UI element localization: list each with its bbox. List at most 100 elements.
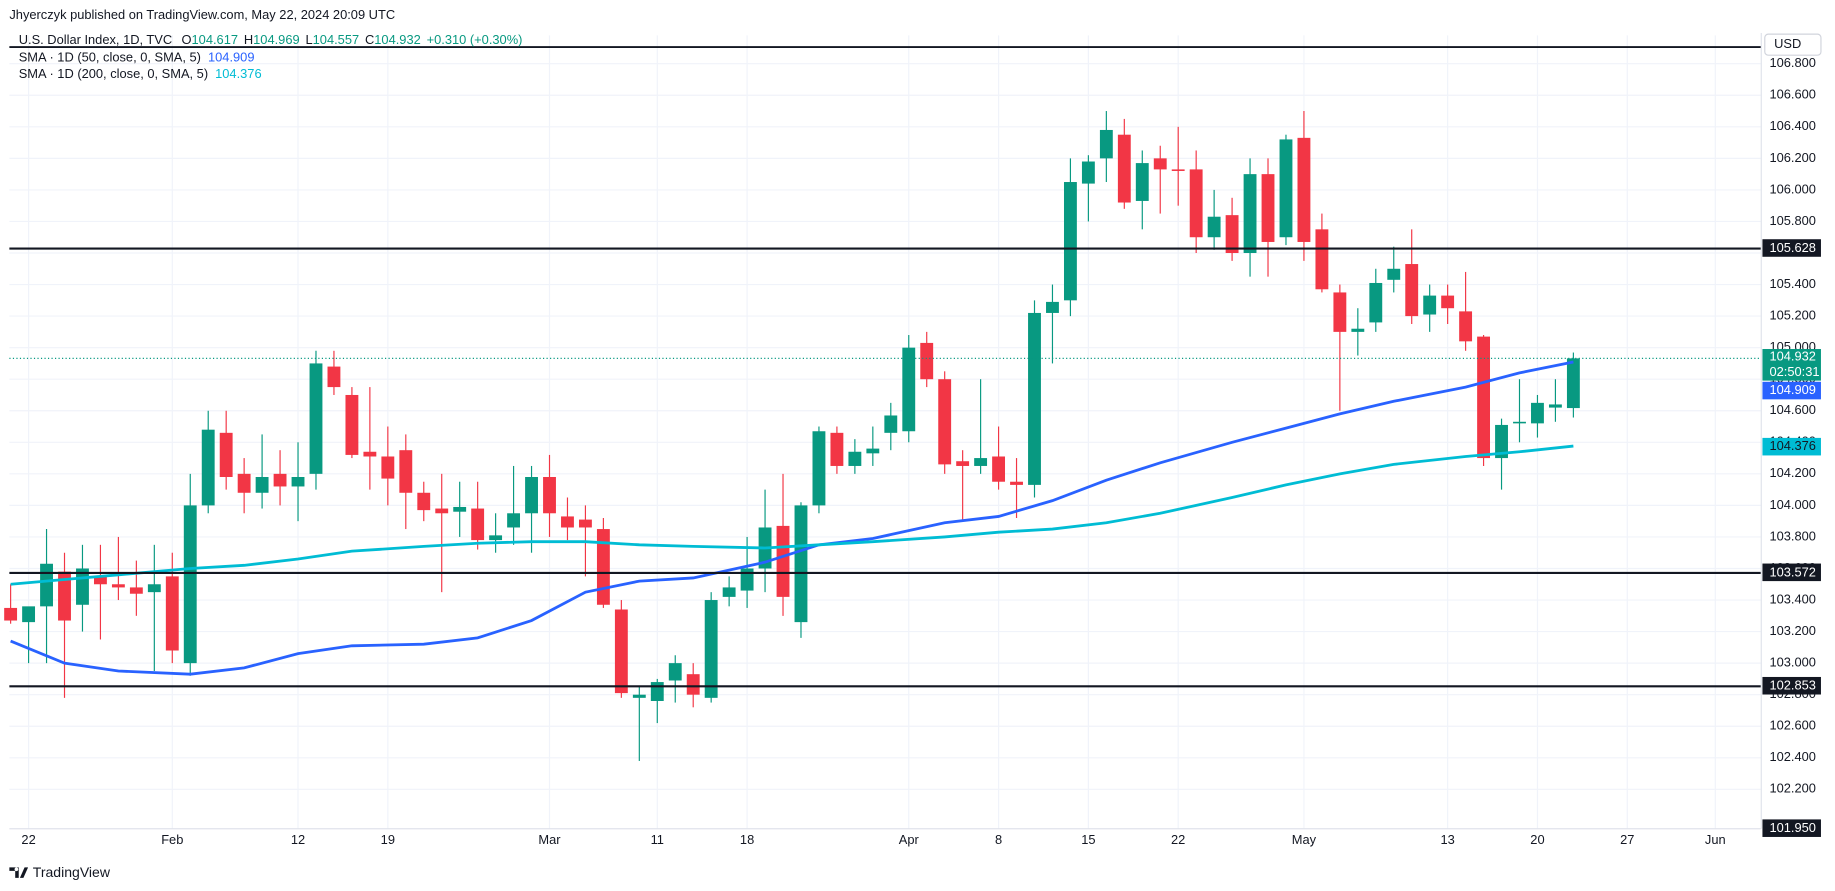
- candle-body: [1063, 182, 1077, 301]
- candle-body: [1171, 169, 1185, 171]
- level-label: 103.572: [1769, 564, 1815, 579]
- candle-body: [1207, 216, 1221, 238]
- symbol-title: U.S. Dollar Index, 1D, TVC: [19, 33, 172, 48]
- y-tick-label: 106.800: [1769, 55, 1815, 70]
- candle-body: [722, 587, 736, 597]
- y-tick-label: 104.200: [1769, 465, 1815, 480]
- candle-body: [866, 448, 880, 454]
- x-tick-label: 11: [651, 832, 664, 847]
- candle-body: [1495, 424, 1508, 459]
- candle-body: [992, 456, 1006, 482]
- candle-body: [22, 606, 36, 623]
- sma-legend-value: 104.376: [215, 67, 261, 82]
- candle-body: [363, 451, 377, 457]
- candle-body: [147, 584, 161, 593]
- currency[interactable]: USD: [1774, 36, 1801, 51]
- x-tick-label: Jun: [1705, 832, 1726, 847]
- y-tick-label: 106.400: [1769, 118, 1815, 133]
- y-tick-label: 103.000: [1769, 655, 1815, 670]
- ohlc-value: 104.617: [192, 33, 238, 48]
- x-tick-label: 27: [1620, 832, 1634, 847]
- countdown: 02:50:31: [1769, 364, 1819, 379]
- candle-body: [561, 516, 574, 528]
- y-tick-label: 106.000: [1769, 181, 1815, 196]
- level-label: 105.628: [1769, 240, 1815, 255]
- candle-body: [435, 508, 449, 514]
- candle-body: [4, 607, 18, 621]
- candle-body: [848, 451, 862, 466]
- candle-body: [309, 363, 323, 474]
- symbol-header: U.S. Dollar Index, 1D, TVC O104.617 H104.9…: [19, 33, 523, 48]
- sma-value-label: 104.376: [1769, 438, 1815, 453]
- plot: [4, 111, 1762, 761]
- candle-body: [1333, 292, 1347, 332]
- y-tick-label: 103.200: [1769, 623, 1815, 638]
- level-box: [1762, 239, 1821, 257]
- y-tick-label: 106.600: [1769, 87, 1815, 102]
- candle-body: [1477, 336, 1491, 459]
- sma-value-label: 104.909: [1769, 382, 1815, 397]
- candle-body: [632, 694, 646, 698]
- sma-legend-name: SMA · 1D (50, close, 0, SMA, 5): [19, 50, 201, 65]
- candle-body: [417, 492, 431, 511]
- candle-body: [686, 674, 700, 695]
- sma-line: [10, 360, 1574, 676]
- candle-body: [1135, 163, 1149, 201]
- candle-body: [201, 429, 215, 506]
- candle-body: [578, 519, 592, 528]
- candle-body: [165, 576, 179, 651]
- candle-body: [1369, 282, 1383, 323]
- last-price-label: 104.932: [1769, 349, 1815, 364]
- candle-body: [1028, 312, 1041, 485]
- brand: TradingView: [33, 864, 111, 880]
- candle-body: [1225, 215, 1239, 254]
- x-tick-label: Mar: [538, 832, 561, 847]
- candle-body: [273, 473, 287, 487]
- candle-body: [111, 584, 125, 588]
- x-tick-label: 12: [291, 832, 305, 847]
- candle-body: [345, 394, 359, 455]
- candle-body: [129, 587, 143, 594]
- x-tick-label: 15: [1081, 832, 1095, 847]
- candle-body: [1117, 134, 1131, 203]
- candle-body: [399, 450, 413, 493]
- ohlc-value: 104.932: [374, 33, 420, 48]
- candle-body: [381, 456, 395, 479]
- candle-body: [1315, 229, 1329, 290]
- sma-legend-value: 104.909: [208, 50, 254, 65]
- y-tick-label: 101.950: [1769, 820, 1815, 835]
- candle-body: [1189, 169, 1203, 238]
- x-tick-label: 18: [740, 832, 754, 847]
- ohlc-value: 104.969: [253, 33, 299, 48]
- candle-body: [884, 415, 898, 433]
- candle-body: [1459, 311, 1473, 342]
- sma-legend: SMA · 1D (50, close, 0, SMA, 5) 104.909: [19, 50, 255, 65]
- candle-body: [93, 576, 107, 585]
- y-tick-label: 103.400: [1769, 591, 1815, 606]
- x-tick-label: 22: [1171, 832, 1185, 847]
- candle-body: [1081, 161, 1095, 184]
- ohlc-key: C: [365, 33, 374, 48]
- y-tick-label: 106.200: [1769, 150, 1815, 165]
- y-tick-label: 105.800: [1769, 213, 1815, 228]
- sma-line: [10, 444, 1574, 586]
- y-tick-label: 105.200: [1769, 308, 1815, 323]
- candle-body: [1405, 264, 1419, 317]
- candle-body: [794, 505, 808, 623]
- candle-body: [830, 432, 844, 466]
- candle-body: [1566, 358, 1580, 409]
- candle-body: [1046, 301, 1059, 313]
- y-tick-label: 103.800: [1769, 528, 1815, 543]
- candle-body: [668, 663, 682, 681]
- currency-box[interactable]: [1764, 33, 1822, 56]
- ohlc-key: H: [244, 33, 253, 48]
- candle-body: [183, 505, 197, 664]
- x-tick-label: 22: [21, 832, 35, 847]
- candle-body: [327, 366, 341, 388]
- candle-body: [938, 379, 952, 465]
- change: +0.310 (+0.30%): [427, 33, 523, 48]
- candle-body: [596, 529, 610, 605]
- candle-body: [1513, 421, 1526, 424]
